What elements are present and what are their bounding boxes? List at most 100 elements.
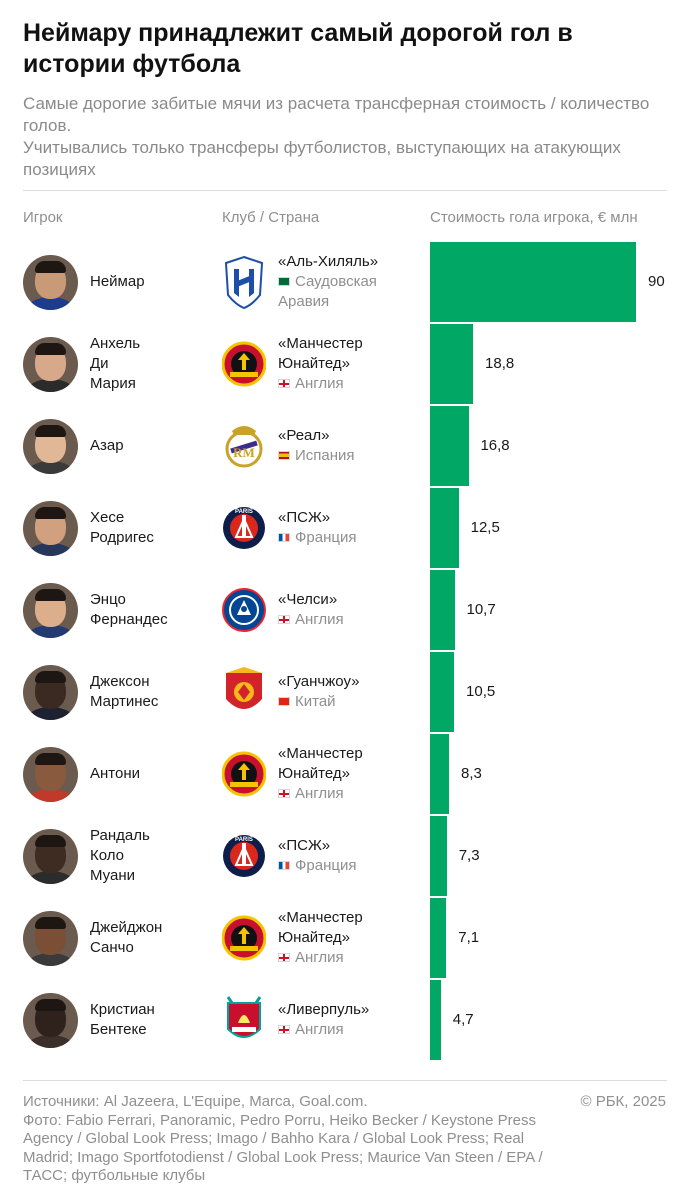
bar-value-label: 4,7	[452, 1011, 474, 1028]
player-photo	[23, 910, 78, 966]
china-flag-icon	[278, 697, 290, 706]
guangzhou-crest-icon	[222, 665, 266, 719]
subtitle-line-1: Самые дорогие забитые мячи из расчета тр…	[23, 94, 650, 135]
club-name: «Реал»	[278, 427, 330, 444]
bar	[430, 816, 447, 896]
player-photo	[23, 418, 78, 474]
club-info: «Манчестер Юнайтед» Англия	[278, 334, 408, 394]
club-info: «Аль-Хиляль» Саудовская Аравия	[278, 252, 408, 312]
player-photo	[23, 254, 78, 310]
club-info: «Гуанчжоу» Китай	[278, 672, 408, 712]
manchester-united-crest-icon	[221, 747, 267, 801]
bar	[430, 734, 449, 814]
bar	[430, 898, 447, 978]
club-country: Англия	[278, 948, 408, 968]
player-name: Джейджон Санчо	[90, 919, 163, 956]
club-country: Саудовская Аравия	[278, 273, 377, 310]
club-country: Англия	[278, 1020, 408, 1040]
england-flag-icon	[278, 379, 290, 388]
top-divider	[23, 190, 667, 191]
england-flag-icon	[278, 615, 290, 624]
bottom-divider	[23, 1080, 667, 1081]
england-flag-icon	[278, 1025, 290, 1034]
bar	[430, 980, 441, 1060]
player-photo	[23, 664, 78, 720]
france-flag-icon	[278, 861, 290, 870]
player-name: Кристиан Бентеке	[90, 1001, 155, 1038]
bar	[430, 652, 454, 732]
club-info: «ПСЖ» Франция	[278, 508, 408, 548]
bar-value-label: 12,5	[470, 519, 500, 536]
manchester-united-crest-icon	[221, 337, 267, 391]
france-flag-icon	[278, 533, 290, 542]
club-name: «Манчестер Юнайтед»	[278, 335, 363, 372]
player-photo	[23, 828, 78, 884]
real-madrid-crest-icon: RM	[222, 419, 266, 473]
psg-crest-icon: PARIS	[222, 501, 266, 555]
club-name: «Манчестер Юнайтед»	[278, 909, 363, 946]
club-country: Китай	[278, 692, 408, 712]
player-photo	[23, 582, 78, 638]
bar-value-label: 8,3	[460, 765, 482, 782]
player-name: Неймар	[90, 273, 145, 290]
club-name: «ПСЖ»	[278, 837, 331, 854]
bar-value-label: 7,1	[458, 929, 480, 946]
england-flag-icon	[278, 789, 290, 798]
player-name: Джексон Мартинес	[90, 673, 159, 710]
psg-crest-icon: PARIS	[222, 829, 266, 883]
spain-flag-icon	[278, 451, 290, 460]
subtitle-line-2: Учитывались только трансферы футболистов…	[23, 138, 621, 179]
player-name: Азар	[90, 437, 124, 454]
bar-value-label: 10,5	[466, 683, 496, 700]
subtitle: Самые дорогие забитые мячи из расчета тр…	[23, 93, 673, 181]
saudi-arabia-flag-icon	[278, 277, 290, 286]
player-name: Хесе Родригес	[90, 509, 154, 546]
player-name: Рандаль Коло Муани	[90, 827, 150, 884]
player-photo	[23, 500, 78, 556]
club-info: «ПСЖ» Франция	[278, 836, 408, 876]
liverpool-crest-icon	[222, 993, 266, 1047]
bar-value-label: 7,3	[458, 847, 480, 864]
svg-text:PARIS: PARIS	[235, 509, 253, 515]
bar-value-label: 90	[648, 273, 665, 290]
column-header-club: Клуб / Страна	[222, 209, 320, 226]
club-info: «Ливерпуль» Англия	[278, 1000, 408, 1040]
bar	[430, 406, 469, 486]
bar	[430, 570, 455, 650]
bar	[430, 324, 473, 404]
player-name: Антони	[90, 765, 140, 782]
column-header-value: Стоимость гола игрока, € млн	[430, 209, 638, 226]
bar-value-label: 16,8	[480, 437, 510, 454]
player-photo	[23, 746, 78, 802]
club-info: «Челси» Англия	[278, 590, 408, 630]
club-name: «Аль-Хиляль»	[278, 253, 379, 270]
svg-text:RM: RM	[233, 445, 255, 460]
club-country: Англия	[278, 784, 408, 804]
bar-value-label: 10,7	[466, 601, 496, 618]
copyright: © РБК, 2025	[580, 1093, 666, 1110]
club-name: «Челси»	[278, 591, 338, 608]
club-country: Англия	[278, 374, 408, 394]
player-name: Энцо Фернандес	[90, 591, 168, 628]
footer-photo-credits: Фото: Fabio Ferrari, Panoramic, Pedro Po…	[23, 1111, 543, 1185]
bar-value-label: 18,8	[485, 355, 515, 372]
club-country: Франция	[278, 856, 408, 876]
club-name: «Манчестер Юнайтед»	[278, 745, 363, 782]
page-title: Неймару принадлежит самый дорогой гол в …	[23, 19, 573, 78]
al-hilal-crest-icon	[222, 255, 266, 310]
bar	[430, 488, 459, 568]
player-photo	[23, 992, 78, 1048]
club-country: Англия	[278, 610, 408, 630]
chelsea-crest-icon	[222, 583, 266, 637]
england-flag-icon	[278, 953, 290, 962]
club-name: «Гуанчжоу»	[278, 673, 360, 690]
player-photo	[23, 336, 78, 392]
club-info: «Реал» Испания	[278, 426, 408, 466]
club-country: Франция	[278, 528, 408, 548]
manchester-united-crest-icon	[221, 911, 267, 965]
club-name: «Ливерпуль»	[278, 1001, 370, 1018]
club-name: «ПСЖ»	[278, 509, 331, 526]
club-country: Испания	[278, 446, 408, 466]
bar	[430, 242, 636, 322]
club-info: «Манчестер Юнайтед» Англия	[278, 908, 408, 968]
